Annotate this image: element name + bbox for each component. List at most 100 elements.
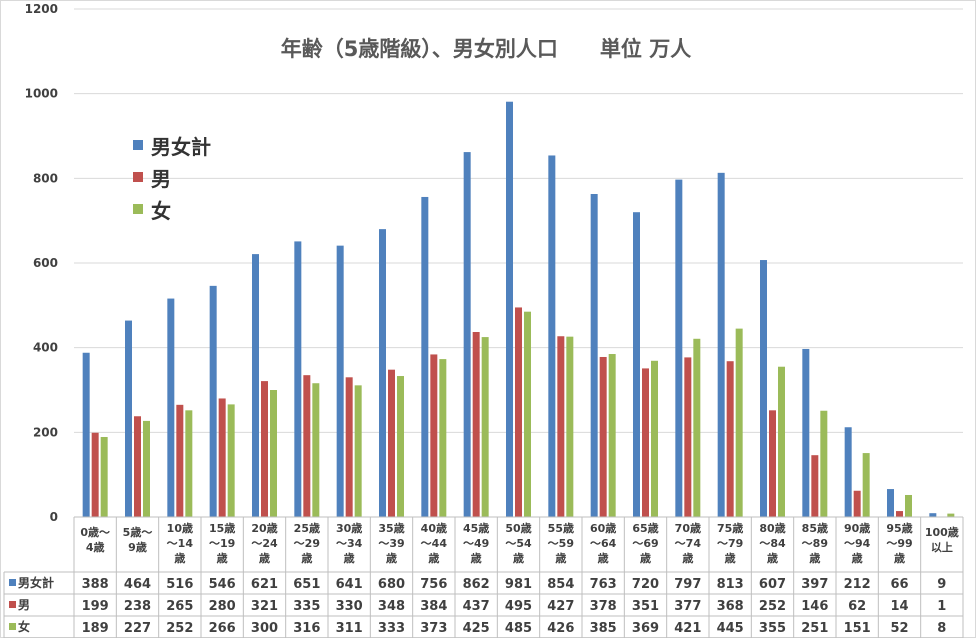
data-label-女-20: 8 — [937, 621, 946, 636]
y-tick-label: 400 — [33, 341, 58, 355]
bar-女-0 — [100, 436, 108, 517]
bar-男女計-8 — [421, 196, 429, 517]
bar-男-12 — [599, 356, 607, 517]
data-label-男-10: 495 — [505, 599, 532, 614]
bar-男女計-9 — [463, 152, 471, 517]
bar-男女計-20 — [929, 513, 937, 517]
bar-男女計-16 — [760, 260, 767, 517]
category-label: 歳 — [259, 551, 270, 565]
data-label-女-5: 316 — [293, 621, 320, 636]
bar-男女計-11 — [548, 155, 556, 517]
data-label-女-8: 373 — [420, 621, 447, 636]
category-label: 歳 — [174, 551, 185, 565]
category-label: 70歳 — [675, 521, 701, 535]
category-label: 4歳 — [86, 540, 105, 554]
data-label-女-0: 189 — [82, 621, 109, 636]
y-tick-label: 200 — [33, 425, 58, 439]
category-label: 100歳 — [925, 525, 959, 539]
data-label-女-10: 485 — [505, 621, 532, 636]
y-tick-label: 600 — [33, 256, 58, 270]
bar-男女計-7 — [379, 229, 386, 517]
category-label: ～64 — [590, 537, 617, 550]
bar-男女計-10 — [506, 101, 513, 518]
category-label: 25歳 — [294, 521, 320, 535]
category-label: ～49 — [463, 537, 489, 550]
bar-男女計-19 — [887, 489, 894, 517]
table-series-label-男女計: 男女計 — [18, 575, 54, 590]
category-label: 30歳 — [336, 521, 362, 535]
data-label-女-3: 266 — [209, 621, 236, 636]
category-label: ～34 — [336, 537, 363, 550]
data-label-男女計-1: 464 — [124, 577, 151, 592]
category-label: 歳 — [217, 551, 228, 565]
category-label: 10歳 — [167, 521, 193, 535]
category-label: 歳 — [598, 551, 609, 565]
category-label: 以上 — [931, 540, 953, 554]
legend-label-男女計: 男女計 — [151, 135, 211, 159]
table-series-label-男: 男 — [18, 598, 30, 612]
data-label-男女計-2: 516 — [166, 577, 193, 592]
bar-男女計-4 — [252, 254, 259, 518]
category-label: ～19 — [209, 537, 235, 550]
bar-男-0 — [91, 432, 99, 517]
category-label: ～54 — [505, 537, 532, 550]
bar-男女計-12 — [590, 194, 598, 517]
category-label: ～44 — [421, 537, 448, 550]
category-label: 歳 — [471, 551, 482, 565]
bar-女-3 — [227, 404, 235, 517]
y-tick-label: 800 — [33, 171, 58, 185]
data-label-男-16: 252 — [759, 599, 786, 614]
category-label: ～29 — [294, 537, 320, 550]
data-label-女-1: 227 — [124, 621, 151, 636]
bar-女-7 — [397, 376, 404, 517]
category-label: 45歳 — [463, 521, 489, 535]
data-label-男-3: 280 — [209, 599, 236, 614]
category-label: ～59 — [548, 537, 574, 550]
data-label-女-13: 369 — [632, 621, 659, 636]
legend-label-男: 男 — [151, 167, 171, 191]
data-label-男女計-4: 621 — [251, 577, 278, 592]
bar-男-8 — [430, 354, 438, 517]
bar-男-1 — [134, 416, 141, 517]
data-label-男-12: 378 — [590, 599, 617, 614]
bar-女-15 — [735, 328, 743, 517]
bar-男-16 — [769, 410, 776, 517]
category-label: 歳 — [301, 551, 312, 565]
category-label: ～69 — [632, 537, 658, 550]
data-label-男女計-9: 862 — [463, 577, 490, 592]
data-label-男女計-11: 854 — [547, 577, 574, 592]
bar-男-4 — [261, 381, 268, 517]
data-label-男-20: 1 — [937, 599, 946, 614]
bar-男女計-1 — [125, 320, 132, 517]
bar-女-17 — [820, 410, 828, 517]
category-label: 0歳～ — [80, 525, 110, 539]
category-label: 55歳 — [548, 521, 574, 535]
data-label-男-15: 368 — [717, 599, 744, 614]
data-label-男-4: 321 — [251, 599, 278, 614]
y-tick-label: 1200 — [25, 2, 58, 16]
data-label-男-9: 437 — [463, 599, 490, 614]
legend-swatch-男女計 — [133, 140, 143, 150]
data-label-男-8: 384 — [420, 599, 447, 614]
bar-女-9 — [481, 337, 489, 517]
bar-女-16 — [778, 366, 785, 517]
data-label-男女計-0: 388 — [82, 577, 109, 592]
category-label: 歳 — [852, 551, 863, 565]
bar-男-9 — [472, 332, 480, 517]
bar-男-15 — [726, 361, 734, 517]
data-label-男-18: 62 — [848, 599, 866, 614]
category-label: 85歳 — [802, 521, 828, 535]
data-label-男-13: 351 — [632, 599, 659, 614]
data-label-男-7: 348 — [378, 599, 405, 614]
bar-男-13 — [642, 368, 649, 517]
category-label: 65歳 — [632, 521, 658, 535]
bar-女-11 — [566, 336, 574, 517]
data-label-女-6: 311 — [336, 621, 363, 636]
bar-男-3 — [218, 398, 226, 517]
category-label: 9歳 — [128, 540, 147, 554]
bar-男女計-2 — [167, 298, 175, 517]
data-label-男女計-3: 546 — [209, 577, 236, 592]
bar-女-6 — [354, 385, 362, 517]
data-label-男女計-5: 651 — [293, 577, 320, 592]
